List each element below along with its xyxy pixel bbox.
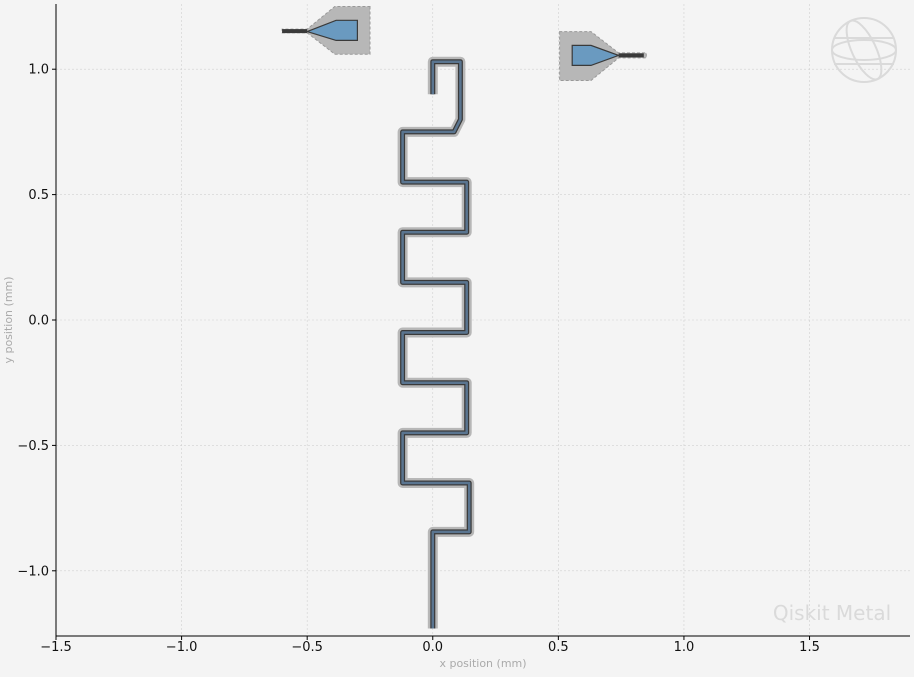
launchpad-left-pad <box>305 19 358 42</box>
x-tick-label: −1.0 <box>166 640 198 655</box>
grid <box>55 4 910 636</box>
x-tick-label: 1.5 <box>799 640 820 655</box>
x-tick-label: 0.0 <box>422 640 443 655</box>
meander-gap <box>397 56 475 629</box>
x-tick-label: −1.5 <box>40 640 72 655</box>
watermark-text: Qiskit Metal <box>773 601 891 625</box>
y-tick-label: −0.5 <box>17 439 49 454</box>
y-tick-label: 0.0 <box>28 314 49 329</box>
y-tick-label: −1.0 <box>17 564 49 579</box>
x-axis-label: x position (mm) <box>439 657 526 670</box>
y-axis-label: y position (mm) <box>2 276 15 363</box>
y-tick-label: 1.0 <box>28 63 49 78</box>
qiskit-metal-watermark: Qiskit Metal <box>773 17 897 625</box>
axes: −1.5 −1.0 −0.5 0.0 0.5 1.0 1.5 −1.0 −0.5 0.0 0.5 1.… <box>17 4 910 655</box>
qiskit-globe-logo <box>831 17 897 83</box>
x-tick-label: 1.0 <box>674 640 695 655</box>
y-tick-label: 0.5 <box>28 188 49 203</box>
x-tick-label: 0.5 <box>548 640 569 655</box>
meander-trace <box>401 60 471 629</box>
launchpad-right-pad <box>571 44 621 67</box>
x-tick-label: −0.5 <box>291 640 323 655</box>
components <box>281 6 647 629</box>
